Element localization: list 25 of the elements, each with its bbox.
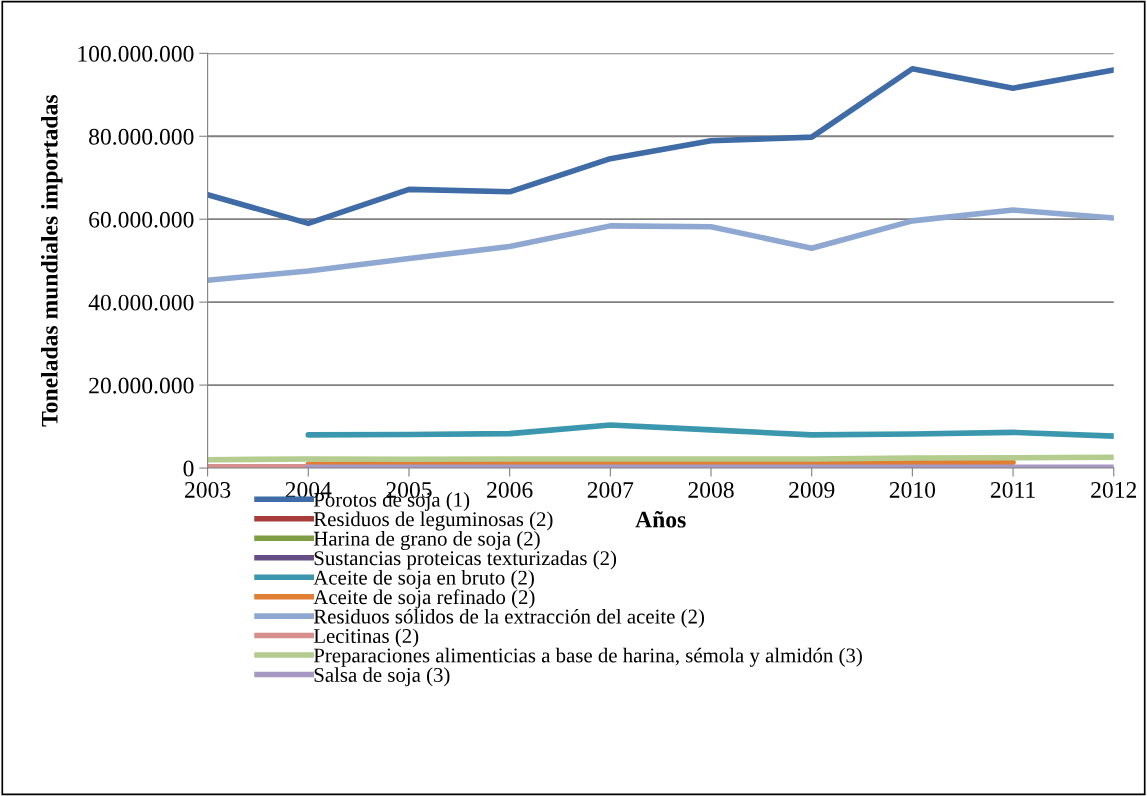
- legend-label: Harina de grano de soja (2): [313, 531, 540, 551]
- x-tick-label: 2012: [1091, 481, 1137, 498]
- x-tick-label: 2007: [587, 481, 634, 498]
- y-axis-title: Toneladas mundiales importadas: [41, 95, 63, 427]
- y-tick-label: 40.000.000: [88, 294, 194, 311]
- x-tick-label: 2006: [487, 481, 533, 498]
- y-tick-label: 60.000.000: [89, 211, 194, 228]
- y-tick-label: 20.000.000: [89, 377, 194, 394]
- legend-label: Residuos de leguminosas (2): [313, 511, 553, 531]
- x-tick-label: 2008: [688, 481, 734, 498]
- legend-label: Salsa de soja (3): [314, 667, 450, 687]
- y-tick-label: 100.000.000: [78, 45, 194, 62]
- legend-label: Lecitinas (2): [313, 628, 419, 648]
- x-tick-label: 2009: [789, 481, 835, 498]
- legend-label: Aceite de soja refinado (2): [313, 589, 535, 609]
- x-tick-label: 2003: [185, 481, 231, 498]
- legend-label: Preparaciones alimenticias a base de harina, sémola y almidón (3): [313, 647, 862, 667]
- x-axis-title: Años: [635, 510, 686, 528]
- legend-label: Residuos sólidos de la extracción del aceite (2): [313, 608, 705, 628]
- x-tick-label: 2010: [889, 481, 936, 498]
- legend-label: Sustancias proteicas texturizadas (2): [314, 550, 617, 570]
- y-tick-label: 0: [183, 460, 194, 477]
- x-tick-label: 2011: [990, 481, 1035, 498]
- y-tick-label: 80.000.000: [89, 128, 194, 145]
- legend-label: Aceite de soja en bruto (2): [313, 569, 534, 589]
